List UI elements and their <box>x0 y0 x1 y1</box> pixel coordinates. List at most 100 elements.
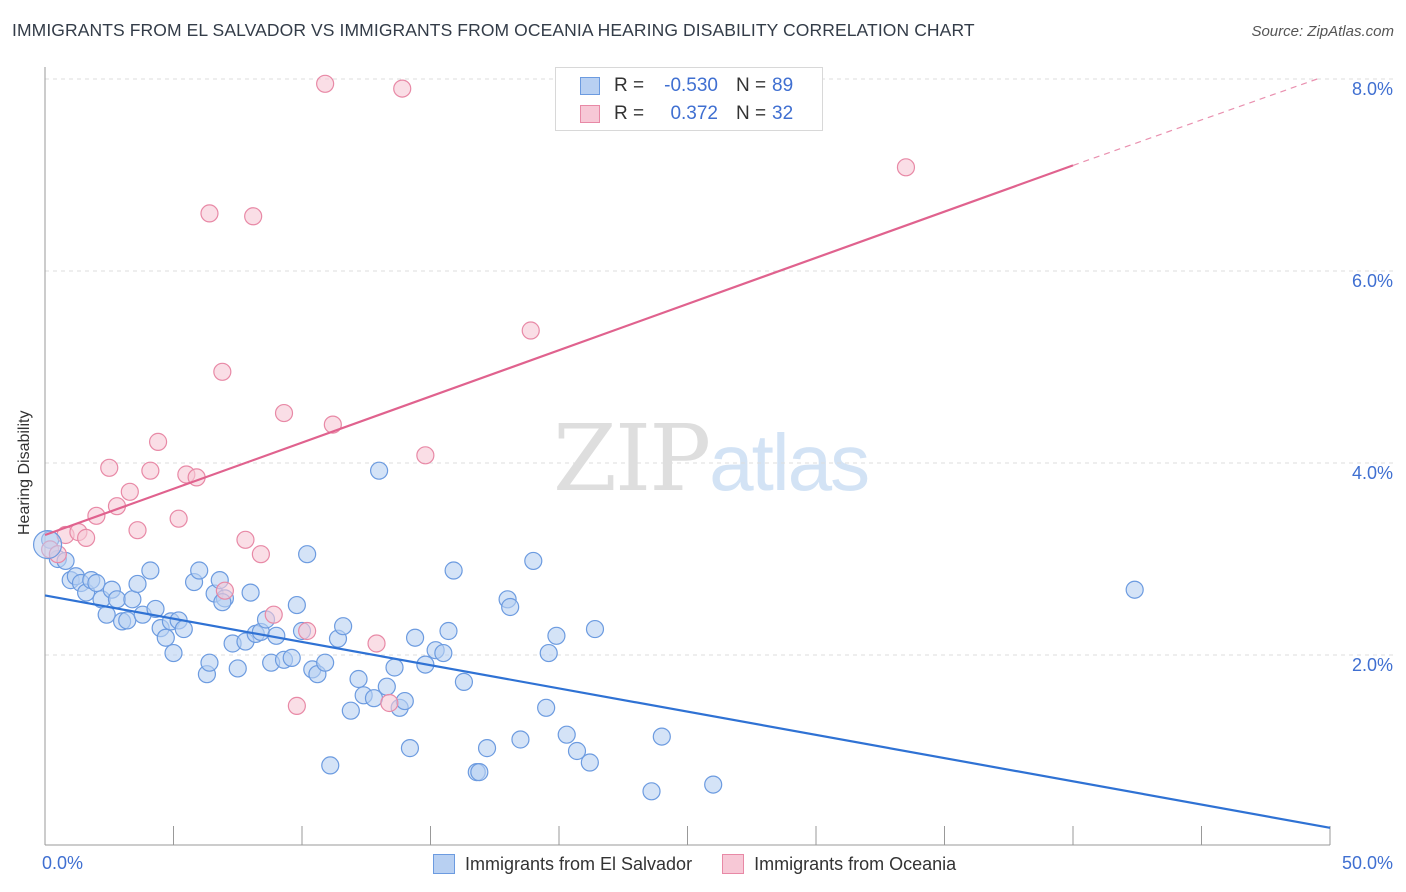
n-label: N = <box>736 103 767 124</box>
data-point-oceania <box>416 446 435 465</box>
data-point-oceania <box>128 521 147 540</box>
data-point-oceania <box>287 696 306 715</box>
r-value: -0.530 <box>664 75 718 96</box>
y-axis-label: Hearing Disability <box>16 410 33 536</box>
data-point-el-salvador <box>547 626 566 645</box>
trend-line-el-salvador <box>44 594 1331 829</box>
watermark-zip: ZIP <box>553 405 711 512</box>
data-point-el-salvador <box>241 583 260 602</box>
data-point-el-salvador <box>477 739 497 758</box>
data-point-el-salvador <box>174 619 193 639</box>
legend-swatch-pink <box>722 854 745 874</box>
y-tick-label: 2.0% <box>1352 655 1393 675</box>
data-point-el-salvador <box>228 659 247 678</box>
data-point-el-salvador <box>349 669 368 689</box>
data-point-el-salvador <box>118 611 137 630</box>
data-point-el-salvador <box>282 648 301 667</box>
stats-row-el-salvador: R = -0.530 N = 89 <box>580 74 793 98</box>
data-point-el-salvador <box>585 619 605 639</box>
data-point-el-salvador <box>539 643 558 663</box>
data-point-el-salvador <box>444 561 463 580</box>
data-point-el-salvador <box>642 782 661 801</box>
data-point-el-salvador <box>87 573 106 593</box>
r-value: 0.372 <box>670 103 718 124</box>
data-point-oceania <box>251 545 270 564</box>
data-point-el-salvador <box>470 763 489 782</box>
chart-title: IMMIGRANTS FROM EL SALVADOR VS IMMIGRANT… <box>12 20 975 40</box>
data-point-oceania <box>244 207 263 226</box>
data-point-el-salvador <box>370 461 389 480</box>
data-point-oceania <box>896 158 916 177</box>
data-point-el-salvador <box>395 691 414 711</box>
legend-item-el-salvador[interactable]: Immigrants from El Salvador <box>433 854 692 875</box>
series-legend: Immigrants from El Salvador Immigrants f… <box>433 852 986 876</box>
data-point-el-salvador <box>377 677 396 696</box>
legend-item-oceania[interactable]: Immigrants from Oceania <box>722 854 956 875</box>
stats-row-oceania: R = 0.372 N = 32 <box>580 102 793 126</box>
data-point-el-salvador <box>580 753 599 772</box>
data-point-el-salvador <box>321 756 340 775</box>
data-point-el-salvador <box>385 658 404 677</box>
n-value: 32 <box>772 103 794 124</box>
data-point-oceania <box>148 432 168 451</box>
legend-swatch-blue <box>580 77 600 95</box>
data-point-el-salvador <box>400 739 420 758</box>
data-point-el-salvador <box>107 590 127 609</box>
data-point-el-salvador <box>32 529 63 560</box>
data-point-oceania <box>367 634 386 653</box>
legend-swatch-pink <box>580 105 600 123</box>
data-point-oceania <box>169 509 188 528</box>
data-point-el-salvador <box>511 730 530 749</box>
source-label: Source: ZipAtlas.com <box>1251 23 1394 40</box>
legend-label-el-salvador: Immigrants from El Salvador <box>465 853 693 874</box>
n-value: 89 <box>772 75 794 96</box>
data-point-el-salvador <box>1125 580 1144 599</box>
data-point-el-salvador <box>341 701 360 720</box>
data-point-oceania <box>215 581 234 600</box>
x-tick-label-max: 50.0% <box>1342 853 1393 873</box>
data-point-el-salvador <box>652 727 671 746</box>
trend-line-oceania <box>44 164 1074 537</box>
data-point-oceania <box>200 204 219 223</box>
r-label: R = <box>614 103 645 124</box>
data-point-oceania <box>141 461 160 480</box>
data-point-el-salvador <box>704 775 723 794</box>
data-point-el-salvador <box>454 672 474 691</box>
data-point-el-salvador <box>287 595 306 615</box>
data-point-oceania <box>77 528 96 547</box>
trend-line-extension-oceania <box>1072 78 1318 166</box>
data-point-el-salvador <box>557 725 576 744</box>
data-point-el-salvador <box>146 599 165 619</box>
data-point-el-salvador <box>334 617 353 636</box>
y-tick-label: 4.0% <box>1352 463 1393 483</box>
data-point-el-salvador <box>128 574 147 594</box>
data-point-el-salvador <box>123 590 142 609</box>
data-point-el-salvador <box>200 653 219 672</box>
y-tick-label: 8.0% <box>1352 79 1393 99</box>
data-point-el-salvador <box>156 628 175 647</box>
data-point-oceania <box>120 482 139 501</box>
data-point-el-salvador <box>405 628 425 647</box>
legend-swatch-blue <box>433 854 455 874</box>
data-point-el-salvador <box>164 643 183 663</box>
data-point-oceania <box>316 74 335 93</box>
x-tick-label-min: 0.0% <box>42 853 83 873</box>
data-point-el-salvador <box>524 551 543 571</box>
data-point-oceania <box>274 403 294 423</box>
data-point-el-salvador <box>501 597 520 617</box>
data-point-el-salvador <box>141 561 160 580</box>
stats-legend: R = -0.530 N = 89 R = 0.372 N = 32 <box>555 67 823 131</box>
data-point-el-salvador <box>434 643 453 663</box>
data-point-el-salvador <box>537 698 556 717</box>
data-point-el-salvador <box>316 653 335 672</box>
data-point-oceania <box>380 693 399 713</box>
data-point-oceania <box>213 362 232 381</box>
data-point-el-salvador <box>190 561 209 580</box>
data-point-oceania <box>264 605 283 624</box>
data-point-oceania <box>236 530 255 549</box>
r-label: R = <box>614 75 645 96</box>
data-point-el-salvador <box>567 741 587 761</box>
data-point-oceania <box>298 621 317 641</box>
watermark: ZIPatlas <box>553 405 870 512</box>
